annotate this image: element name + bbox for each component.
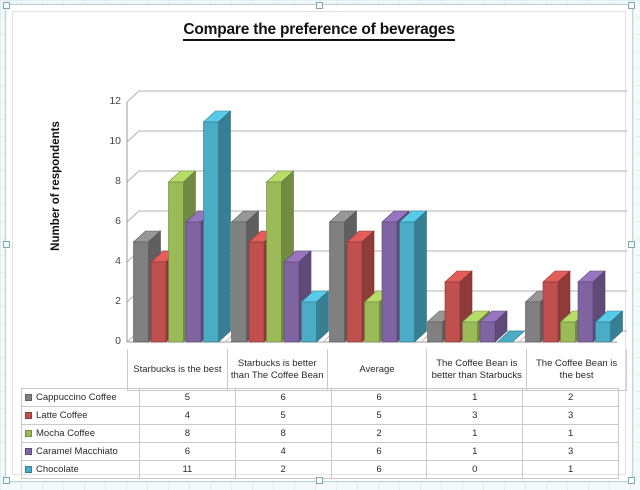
table-cell: 3 (426, 406, 524, 425)
table-row: Mocha Coffee 8 8 2 1 1 (21, 424, 619, 443)
category-label-band: Starbucks is the best Starbucks is better… (13, 349, 627, 391)
series-legend-cell: Cappuccino Coffee (21, 388, 140, 407)
chart-data-table: Cappuccino Coffee 5 6 6 1 2 Latte Coffee 4 5 5 3 3 M… (21, 388, 619, 479)
legend-swatch-icon (25, 393, 32, 401)
resize-handle-top-center[interactable] (316, 2, 323, 9)
y-axis-tick-label: 10 (109, 135, 121, 147)
bar-chocolate-4 (594, 310, 624, 343)
table-cell: 3 (522, 406, 619, 425)
series-legend-cell: Mocha Coffee (21, 424, 140, 443)
table-cell: 5 (139, 388, 236, 407)
category-label: The Coffee Bean is better than Starbucks (427, 349, 528, 391)
bar-chocolate-3 (496, 330, 526, 343)
legend-swatch-icon (25, 429, 32, 437)
category-label: Starbucks is better than The Coffee Bean (227, 349, 328, 391)
resize-handle-top-right[interactable] (628, 2, 635, 9)
series-name: Caramel Macchiato (36, 445, 118, 457)
bar-caramel-macchiato-3 (479, 310, 508, 343)
y-axis-tick-label: 12 (109, 95, 121, 107)
y-axis-tick-label: 8 (115, 175, 121, 187)
table-cell: 1 (426, 388, 524, 407)
table-cell: 1 (522, 460, 619, 479)
resize-handle-bottom-left[interactable] (3, 477, 10, 484)
table-cell: 6 (330, 388, 428, 407)
resize-handle-bottom-center[interactable] (316, 477, 323, 484)
table-cell: 0 (426, 460, 524, 479)
resize-handle-bottom-right[interactable] (628, 477, 635, 484)
table-row: Chocolate 11 2 6 0 1 (21, 460, 619, 479)
table-cell: 1 (522, 424, 619, 443)
table-cell: 2 (234, 460, 332, 479)
bar-chocolate-2 (398, 210, 428, 343)
table-cell: 4 (234, 442, 332, 461)
y-axis-tick-label: 2 (115, 295, 121, 307)
legend-swatch-icon (25, 465, 32, 473)
table-cell: 5 (330, 406, 428, 425)
table-cell: 1 (426, 442, 524, 461)
table-cell: 2 (522, 388, 619, 407)
bar-chocolate-1 (300, 290, 330, 343)
table-row: Cappuccino Coffee 5 6 6 1 2 (21, 388, 619, 407)
table-row: Latte Coffee 4 5 5 3 3 (21, 406, 619, 425)
bar-mocha-coffee-1 (265, 170, 295, 343)
series-name: Cappuccino Coffee (36, 391, 117, 403)
category-label: Starbucks is the best (127, 349, 228, 391)
resize-handle-top-left[interactable] (3, 2, 10, 9)
plot-area: Number of respondents 12 10 8 6 4 2 0 (13, 52, 627, 352)
series-name: Chocolate (36, 463, 79, 475)
chart-title-text: Compare the preference of beverages (183, 21, 455, 41)
table-cell: 6 (330, 460, 428, 479)
resize-handle-middle-right[interactable] (628, 241, 635, 248)
table-cell: 5 (234, 406, 332, 425)
series-name: Mocha Coffee (36, 427, 95, 439)
category-label: The Coffee Bean is the best (527, 349, 627, 391)
y-axis-tick-label: 6 (115, 215, 121, 227)
table-cell: 11 (139, 460, 236, 479)
category-label: Average (327, 349, 428, 391)
table-cell: 1 (426, 424, 524, 443)
legend-swatch-icon (25, 447, 32, 455)
table-cell: 8 (139, 424, 236, 443)
chart-object[interactable]: Compare the preference of beverages Numb… (3, 2, 635, 484)
y-axis-tick-label: 0 (115, 335, 121, 347)
table-cell: 8 (234, 424, 332, 443)
y-axis-tick-label: 4 (115, 255, 121, 267)
table-cell: 6 (330, 442, 428, 461)
chart-title: Compare the preference of beverages (13, 21, 625, 41)
series-legend-cell: Caramel Macchiato (21, 442, 140, 461)
table-cell: 4 (139, 406, 236, 425)
legend-swatch-icon (25, 411, 32, 419)
category-band-spacer (13, 349, 127, 391)
table-cell: 6 (234, 388, 332, 407)
table-cell: 2 (330, 424, 428, 443)
table-cell: 6 (139, 442, 236, 461)
bar-latte-coffee-3 (444, 270, 473, 343)
resize-handle-middle-left[interactable] (3, 241, 10, 248)
series-legend-cell: Latte Coffee (21, 406, 140, 425)
series-name: Latte Coffee (36, 409, 88, 421)
series-legend-cell: Chocolate (21, 460, 140, 479)
table-row: Caramel Macchiato 6 4 6 1 3 (21, 442, 619, 461)
bar-chocolate-0 (202, 110, 232, 343)
plot-svg (126, 90, 627, 343)
chart-plot-container: Compare the preference of beverages Numb… (12, 11, 627, 479)
table-cell: 3 (522, 442, 619, 461)
